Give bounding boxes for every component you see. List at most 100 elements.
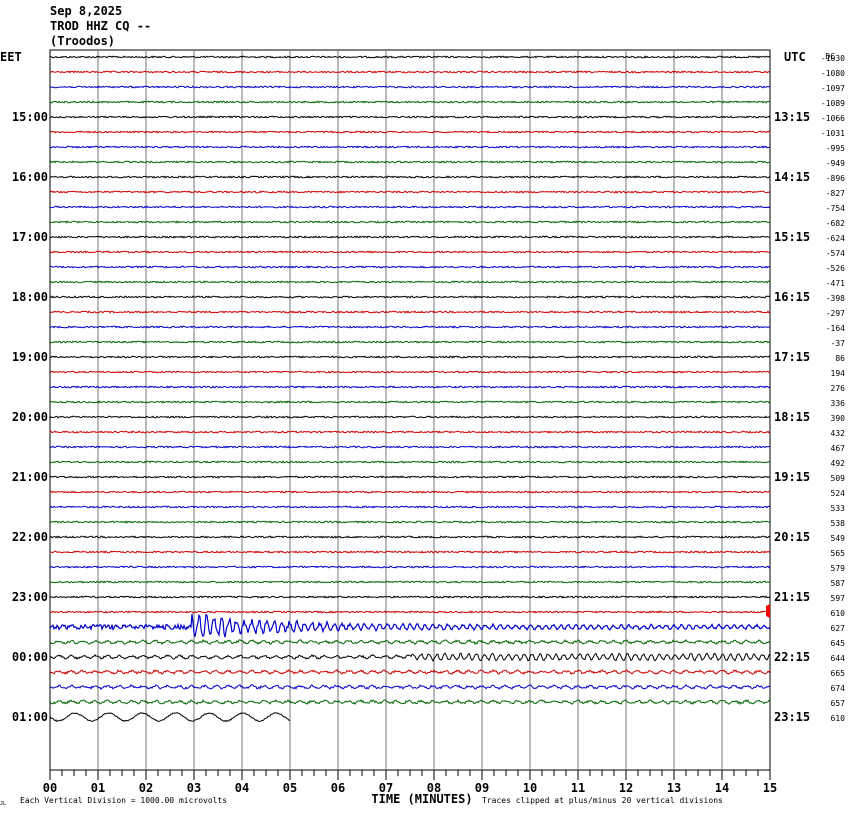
right-time-label: 16:15 (774, 290, 810, 304)
dc-title: DC (825, 52, 835, 61)
trace-line (49, 475, 771, 479)
footer-clip-note: Traces clipped at plus/minus 20 vertical… (482, 796, 723, 805)
trace-line (49, 130, 771, 134)
dc-offset-label: -1097 (821, 84, 845, 93)
trace-line (49, 610, 771, 614)
trace-line (49, 683, 771, 691)
station-label: TROD HHZ CQ -- (50, 19, 152, 33)
trace-line (49, 430, 771, 434)
dc-offset-label: -37 (831, 339, 846, 348)
dc-offset-label: 538 (831, 519, 846, 528)
x-tick-label: 11 (571, 781, 585, 795)
dc-offset-label: 336 (831, 399, 846, 408)
x-tick-label: 08 (427, 781, 441, 795)
trace-line (49, 205, 771, 209)
trace-line (49, 445, 771, 449)
dc-offset-label: 657 (831, 699, 846, 708)
trace-line (49, 145, 771, 149)
dc-offset-label: -1089 (821, 99, 845, 108)
x-tick-label: 03 (187, 781, 201, 795)
right-time-label: 20:15 (774, 530, 810, 544)
dc-offset-label: -995 (826, 144, 845, 153)
dc-offset-label: 644 (831, 654, 846, 663)
left-time-label: 00:00 (12, 650, 48, 664)
dc-offset-label: 549 (831, 534, 846, 543)
trace-line (49, 385, 771, 389)
dc-offset-label: 665 (831, 669, 846, 678)
trace-line (49, 712, 291, 723)
left-time-label: 01:00 (12, 710, 48, 724)
left-time-label: 19:00 (12, 350, 48, 364)
right-time-label: 18:15 (774, 410, 810, 424)
left-time-label: 18:00 (12, 290, 48, 304)
dc-offset-label: 627 (831, 624, 846, 633)
dc-offset-label: -1080 (821, 69, 845, 78)
trace-line (49, 190, 771, 194)
dc-offset-label: -896 (826, 174, 845, 183)
trace-line (49, 250, 771, 254)
dc-offset-label: -526 (826, 264, 845, 273)
x-tick-label: 10 (523, 781, 537, 795)
dc-offset-label: 432 (831, 429, 846, 438)
left-time-label: 21:00 (12, 470, 48, 484)
x-tick-label: 06 (331, 781, 345, 795)
trace-line (49, 310, 771, 314)
dc-offset-label: 467 (831, 444, 846, 453)
trace-line (49, 100, 771, 104)
trace-line (49, 460, 771, 464)
dc-offset-label: 587 (831, 579, 846, 588)
dc-offset-label: -1030 (821, 54, 845, 63)
dc-offset-label: -398 (826, 294, 845, 303)
right-time-label: 13:15 (774, 110, 810, 124)
dc-offset-label: 645 (831, 639, 846, 648)
left-time-label: 16:00 (12, 170, 48, 184)
x-tick-label: 02 (139, 781, 153, 795)
dc-offset-label: 509 (831, 474, 846, 483)
dc-offset-label: 579 (831, 564, 846, 573)
date-label: Sep 8,2025 (50, 4, 123, 18)
trace-line (49, 355, 771, 359)
x-tick-label: 12 (619, 781, 633, 795)
trace-line (49, 415, 771, 419)
dc-offset-label: 276 (831, 384, 846, 393)
dc-offset-label: -682 (826, 219, 845, 228)
trace-line (49, 295, 771, 299)
dc-offset-label: -1066 (821, 114, 845, 123)
dc-offset-label: -754 (826, 204, 845, 213)
dc-offset-label: -297 (826, 309, 845, 318)
trace-line (50, 550, 771, 554)
trace-line (49, 400, 771, 404)
right-time-label: 19:15 (774, 470, 810, 484)
trace-line (49, 490, 771, 494)
dc-offset-label: 492 (831, 459, 846, 468)
dc-offset-label: -471 (826, 279, 845, 288)
dc-offset-label: 674 (831, 684, 846, 693)
dc-offset-label: 524 (831, 489, 846, 498)
dc-offset-label: -574 (826, 249, 845, 258)
left-time-label: 20:00 (12, 410, 48, 424)
location-label: (Troodos) (50, 34, 116, 48)
dc-offset-label: -624 (826, 234, 845, 243)
trace-line (49, 520, 771, 524)
x-tick-label: 05 (283, 781, 297, 795)
dc-offset-label: -827 (826, 189, 845, 198)
x-tick-label: 09 (475, 781, 489, 795)
plot-frame (49, 49, 771, 771)
trace-line (49, 55, 771, 59)
trace-line (49, 580, 771, 584)
grid-lines (49, 49, 771, 780)
dc-offset-label: 86 (835, 354, 845, 363)
trace-line (49, 699, 771, 705)
dc-offset-label: 565 (831, 549, 846, 558)
trace-line (49, 265, 771, 269)
dc-offset-label: -1031 (821, 129, 845, 138)
trace-line (49, 70, 771, 74)
trace-line (49, 175, 771, 179)
x-tick-label: 04 (235, 781, 249, 795)
x-tick-label: 00 (43, 781, 57, 795)
left-time-label: 15:00 (12, 110, 48, 124)
dc-offset-label: 610 (831, 714, 846, 723)
dc-offset-label: 610 (831, 609, 846, 618)
left-time-label: 23:00 (12, 590, 48, 604)
